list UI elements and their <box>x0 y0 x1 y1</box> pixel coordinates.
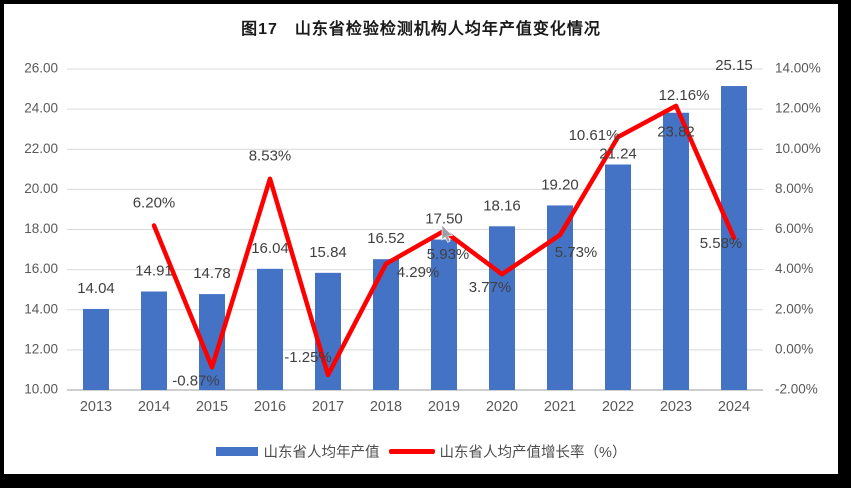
x-axis-label: 2023 <box>660 399 692 415</box>
left-axis-tick: 22.00 <box>24 141 58 156</box>
left-axis-tick: 16.00 <box>24 261 58 276</box>
bar-2019 <box>431 239 457 390</box>
legend-bar-label: 山东省人均年产值 <box>263 445 380 461</box>
right-axis-tick: 8.00% <box>775 181 813 196</box>
bar-label: 16.52 <box>367 230 405 247</box>
right-axis-tick: 6.00% <box>775 221 813 236</box>
bar-2014 <box>141 291 167 390</box>
bar-2016 <box>257 268 283 390</box>
line-label: 5.93% <box>427 246 470 263</box>
bar-2013 <box>83 308 109 390</box>
bar-label: 14.78 <box>193 265 231 282</box>
x-axis-label: 2013 <box>80 399 112 415</box>
legend: 山东省人均年产值 山东省人均产值增长率（%） <box>4 441 838 462</box>
bar-label: 18.16 <box>483 197 521 214</box>
x-axis-label: 2014 <box>138 399 170 415</box>
x-axis-label: 2020 <box>486 399 518 415</box>
bar-2022 <box>605 164 631 390</box>
right-axis-tick: 0.00% <box>775 341 813 356</box>
bar-label: 19.20 <box>541 176 579 193</box>
bar-label: 17.50 <box>425 211 463 228</box>
x-axis-label: 2022 <box>602 399 634 415</box>
left-axis-tick: 14.00 <box>24 301 58 316</box>
line-label: 8.53% <box>249 148 292 165</box>
legend-line-label: 山东省人均产值增长率（%） <box>439 445 627 461</box>
x-axis-label: 2019 <box>428 399 460 415</box>
right-axis-tick: 4.00% <box>775 261 813 276</box>
left-axis-tick: 18.00 <box>24 221 58 236</box>
bar-label: 21.24 <box>599 145 637 162</box>
x-axis-label: 2016 <box>254 399 286 415</box>
x-axis-label: 2018 <box>370 399 402 415</box>
line-label: 4.29% <box>397 264 440 281</box>
left-axis-tick: 20.00 <box>24 181 58 196</box>
right-axis-tick: 10.00% <box>775 141 821 156</box>
x-axis-label: 2021 <box>544 399 576 415</box>
x-axis-label: 2017 <box>312 399 344 415</box>
chart-title: 图17 山东省检验检测机构人均年产值变化情况 <box>241 21 601 38</box>
line-label: 6.20% <box>133 194 176 211</box>
right-axis-tick: 14.00% <box>775 61 821 76</box>
bar-label: 25.15 <box>715 57 753 74</box>
line-label: -0.87% <box>172 372 220 389</box>
bar-2023 <box>663 112 689 390</box>
bar-label: 16.04 <box>251 240 289 257</box>
chart-canvas: 10.00 -2.00% 12.00 0.00% 14.00 2.00% 16.00 4.00… <box>24 57 821 415</box>
line-label: 10.61% <box>569 127 620 144</box>
left-axis-tick: 26.00 <box>24 61 58 76</box>
line-label: 5.58% <box>700 235 743 252</box>
left-axis-tick: 12.00 <box>24 341 58 356</box>
x-axis-label: 2024 <box>718 399 750 415</box>
bar-label: 23.82 <box>657 124 695 141</box>
legend-bar-swatch <box>215 447 258 456</box>
right-axis-tick: 2.00% <box>775 301 813 316</box>
bar-label: 14.04 <box>77 280 115 297</box>
x-axis-label: 2015 <box>196 399 228 415</box>
mouse-cursor <box>441 224 454 243</box>
chart-frame: 图17 山东省检验检测机构人均年产值变化情况 10.00 -2.00% 12.00 0… <box>4 4 838 474</box>
line-label: -1.25% <box>284 349 332 366</box>
right-axis-tick: -2.00% <box>775 382 818 397</box>
bar-label: 14.91 <box>135 262 173 279</box>
bar-label: 15.84 <box>309 244 347 261</box>
bar-2020 <box>489 226 515 390</box>
left-axis-tick: 10.00 <box>24 382 58 397</box>
left-axis-tick: 24.00 <box>24 101 58 116</box>
line-label: 12.16% <box>659 87 710 104</box>
right-axis-tick: 12.00% <box>775 101 821 116</box>
legend-line-swatch <box>388 449 435 454</box>
line-label: 5.73% <box>555 244 598 261</box>
line-label: 3.77% <box>469 279 512 296</box>
